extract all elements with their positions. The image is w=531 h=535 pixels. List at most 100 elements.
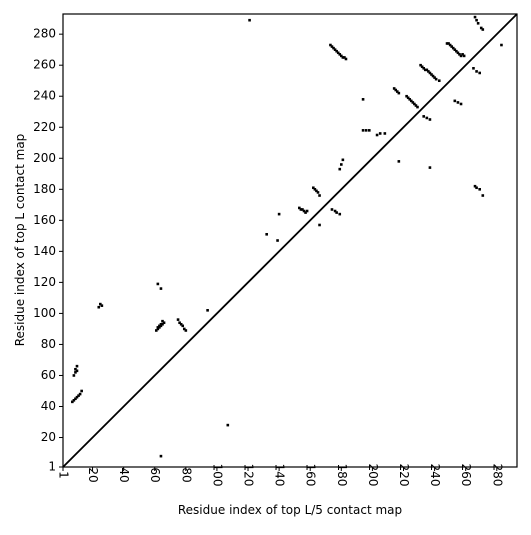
- contact-point: [72, 398, 76, 402]
- plot-frame: [62, 13, 518, 468]
- contact-point: [364, 129, 368, 132]
- contact-point: [80, 389, 83, 393]
- x-axis-label: Residue index of top L/5 contact map: [178, 503, 402, 517]
- contact-point: [154, 329, 158, 332]
- contact-point: [425, 116, 429, 120]
- contact-point: [434, 77, 438, 81]
- contact-point: [74, 367, 77, 371]
- x-tick-label: 180: [335, 464, 349, 487]
- contact-point: [75, 395, 79, 399]
- x-tick-label: 1: [57, 471, 71, 479]
- contact-point: [158, 326, 161, 329]
- y-tick-label: 180: [33, 182, 56, 196]
- contact-point: [453, 48, 457, 51]
- contact-point: [304, 211, 307, 214]
- contact-point: [478, 188, 481, 191]
- contact-point: [335, 211, 338, 214]
- contact-point: [448, 43, 452, 47]
- contact-point: [302, 209, 306, 213]
- y-axis-label: Residue index of top L contact map: [13, 134, 27, 347]
- y-tick-label: 1: [48, 460, 56, 474]
- y-tick-label: 80: [41, 337, 56, 351]
- contact-point: [420, 65, 424, 69]
- y-tick-label: 140: [33, 244, 56, 258]
- contact-point: [476, 22, 480, 25]
- contact-point: [433, 76, 436, 79]
- contact-point: [313, 188, 317, 191]
- y-tick-label: 240: [33, 89, 56, 103]
- contact-point: [475, 18, 478, 22]
- y-tick-label: 200: [33, 151, 56, 165]
- contact-point: [392, 87, 396, 90]
- contact-point: [184, 329, 188, 332]
- contact-point: [459, 102, 463, 106]
- contact-point: [475, 70, 478, 73]
- contact-point: [461, 53, 464, 56]
- contact-point: [265, 232, 268, 236]
- contact-point: [335, 49, 338, 53]
- contact-point: [159, 322, 163, 326]
- diagonal: [62, 13, 518, 468]
- contact-point: [78, 392, 82, 396]
- contact-point: [159, 454, 163, 458]
- contact-point: [159, 324, 163, 328]
- y-tick-label: 20: [41, 430, 56, 444]
- contact-point: [361, 129, 365, 132]
- x-tick-label: 100: [210, 464, 224, 487]
- contact-point: [176, 318, 180, 321]
- contact-point: [277, 212, 281, 216]
- contact-point: [453, 99, 457, 103]
- contact-point: [428, 71, 432, 75]
- y-tick-label: 100: [33, 306, 56, 320]
- contact-point: [445, 42, 449, 45]
- contact-point: [395, 90, 399, 93]
- contact-point: [338, 167, 342, 171]
- y-tick-label: 60: [41, 368, 56, 382]
- contact-point: [416, 105, 419, 109]
- contact-point: [75, 369, 79, 373]
- x-tick-label: 260: [459, 464, 473, 487]
- contact-point: [458, 53, 461, 56]
- contact-point: [338, 53, 342, 56]
- contact-point: [316, 191, 320, 194]
- y-tick-label: 260: [33, 58, 56, 72]
- x-tick-label: 40: [117, 467, 131, 482]
- contact-point: [159, 287, 163, 290]
- contact-point: [99, 302, 102, 306]
- contact-point: [276, 239, 279, 242]
- contact-point: [71, 400, 74, 404]
- contact-point: [299, 208, 303, 211]
- contact-point: [75, 364, 79, 368]
- x-tick-label: 220: [397, 464, 411, 487]
- contact-point: [462, 54, 466, 58]
- y-tick-label: 40: [41, 399, 56, 413]
- contact-point: [409, 99, 413, 103]
- contact-point: [481, 28, 485, 31]
- contact-point: [375, 133, 379, 137]
- contact-point: [206, 309, 209, 312]
- contact-point: [456, 51, 460, 55]
- x-tick-label: 280: [490, 464, 504, 487]
- contact-point: [77, 394, 80, 397]
- contact-point: [478, 71, 481, 75]
- contact-point: [156, 326, 160, 329]
- contact-point: [74, 397, 77, 401]
- contact-point: [341, 56, 345, 59]
- contact-point: [473, 184, 477, 188]
- y-tick-label: 220: [33, 120, 56, 134]
- contact-point: [329, 43, 332, 47]
- x-tick-label: 120: [242, 464, 256, 487]
- contact-point: [343, 56, 346, 59]
- contact-point: [459, 54, 463, 58]
- x-tick-label: 140: [273, 464, 287, 487]
- x-tick-label: 200: [366, 464, 380, 487]
- contact-point: [411, 101, 415, 104]
- contact-point: [333, 209, 337, 213]
- y-tick-label: 160: [33, 213, 56, 227]
- contact-point: [451, 46, 455, 50]
- contact-point: [305, 209, 309, 213]
- contact-point: [100, 304, 104, 307]
- contact-point: [330, 208, 334, 211]
- contact-point: [340, 163, 343, 166]
- contact-point: [428, 166, 432, 169]
